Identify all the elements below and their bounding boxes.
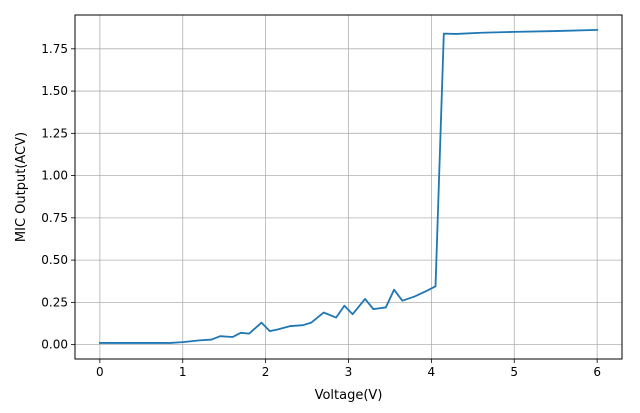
series-layer — [98, 28, 599, 344]
y-axis-label: MIC Output(ACV) — [14, 132, 29, 242]
x-tick-label: 0 — [96, 365, 104, 379]
y-tick-label: 1.25 — [41, 126, 68, 140]
x-axis-label: Voltage(V) — [315, 388, 383, 403]
y-tick-label: 0.25 — [41, 295, 68, 309]
x-tick-label: 5 — [510, 365, 518, 379]
series-line — [98, 28, 599, 344]
x-tick-label: 3 — [345, 365, 353, 379]
y-tick-label: 1.00 — [41, 169, 68, 183]
axis-ticks: 0 1 2 3 4 5 6 0.00 0.25 0.50 0.75 1.00 1.25 1.50 1.75 — [41, 42, 601, 379]
x-tick-label: 6 — [593, 365, 601, 379]
y-tick-label: 1.75 — [41, 42, 68, 56]
y-tick-label: 0.50 — [41, 253, 68, 267]
x-tick-label: 4 — [428, 365, 436, 379]
x-tick-label: 1 — [179, 365, 187, 379]
grid — [75, 15, 622, 359]
y-tick-label: 0.75 — [41, 211, 68, 225]
y-tick-label: 0.00 — [41, 338, 68, 352]
x-tick-label: 2 — [262, 365, 270, 379]
y-tick-label: 1.50 — [41, 84, 68, 98]
